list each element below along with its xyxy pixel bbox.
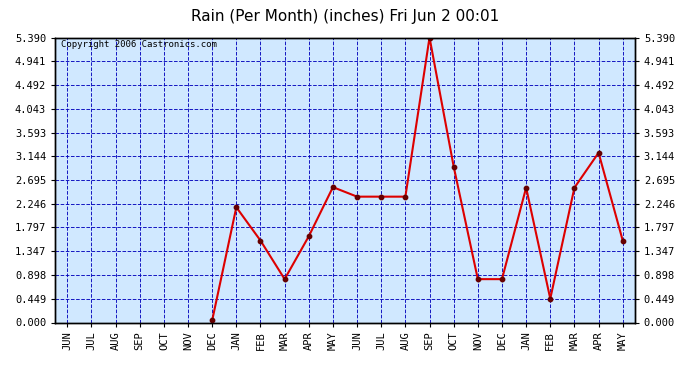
Point — [255, 237, 266, 243]
Point — [520, 184, 531, 190]
Point — [496, 276, 507, 282]
Text: Copyright 2006 Castronics.com: Copyright 2006 Castronics.com — [61, 40, 217, 50]
Point — [593, 150, 604, 156]
Point — [569, 184, 580, 190]
Point — [544, 296, 555, 302]
Text: Rain (Per Month) (inches) Fri Jun 2 00:01: Rain (Per Month) (inches) Fri Jun 2 00:0… — [191, 9, 499, 24]
Point — [230, 204, 241, 210]
Point — [424, 34, 435, 40]
Point — [448, 164, 459, 170]
Point — [279, 276, 290, 282]
Point — [400, 194, 411, 200]
Point — [206, 317, 217, 323]
Point — [303, 233, 314, 239]
Point — [327, 184, 338, 190]
Point — [375, 194, 386, 200]
Point — [472, 276, 483, 282]
Point — [617, 237, 628, 243]
Point — [351, 194, 363, 200]
